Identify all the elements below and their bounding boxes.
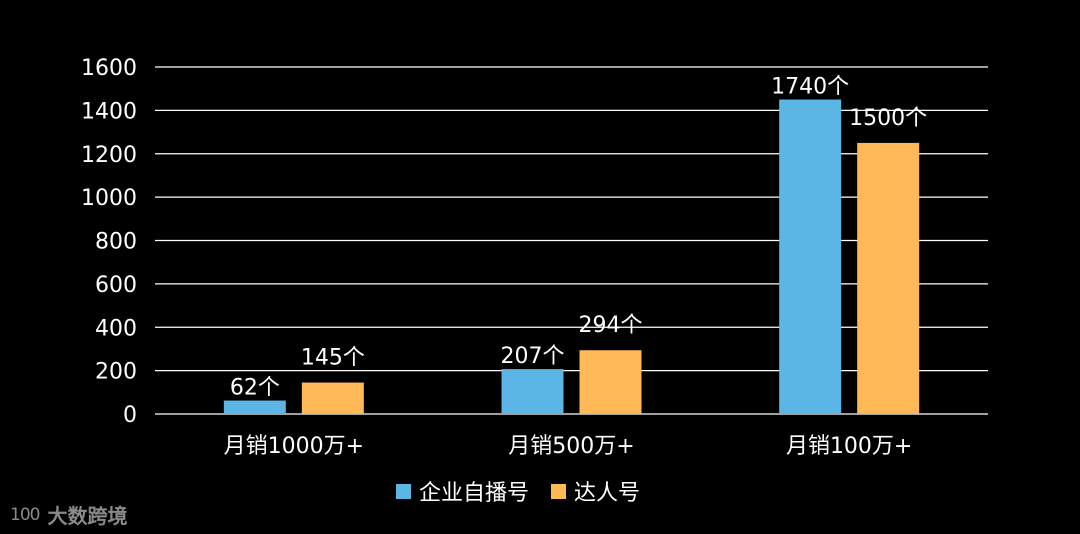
data-label: 1740个 (771, 75, 849, 100)
bar (501, 369, 564, 414)
y-tick-label: 400 (95, 316, 137, 341)
data-label: 207个 (501, 344, 565, 369)
y-tick-label: 1200 (81, 143, 137, 168)
legend-swatch (551, 484, 566, 499)
x-tick-label: 月销1000万+ (224, 434, 364, 459)
data-label: 1500个 (849, 106, 927, 131)
y-tick-label: 800 (95, 230, 137, 255)
data-label: 62个 (230, 376, 280, 401)
x-tick-label: 月销100万+ (786, 434, 912, 459)
watermark-logo: 100 (10, 504, 40, 525)
legend-label: 企业自播号 (419, 481, 529, 506)
x-tick-label: 月销500万+ (508, 434, 634, 459)
data-label: 145个 (301, 346, 365, 371)
y-tick-label: 200 (95, 360, 137, 385)
bar (779, 99, 842, 414)
y-tick-label: 1600 (81, 56, 137, 81)
bar (301, 382, 364, 414)
legend-label: 达人号 (574, 481, 640, 506)
bar (579, 350, 642, 414)
y-tick-label: 0 (123, 403, 137, 428)
watermark-text: 大数跨境 (47, 504, 128, 528)
legend-swatch (396, 484, 411, 499)
y-tick-label: 1000 (81, 186, 137, 211)
bar (223, 400, 286, 414)
data-label: 294个 (579, 313, 643, 338)
y-tick-label: 600 (95, 273, 137, 298)
watermark: 100 大数跨境 (10, 500, 127, 529)
y-tick-label: 1400 (81, 99, 137, 124)
bar (857, 142, 920, 414)
